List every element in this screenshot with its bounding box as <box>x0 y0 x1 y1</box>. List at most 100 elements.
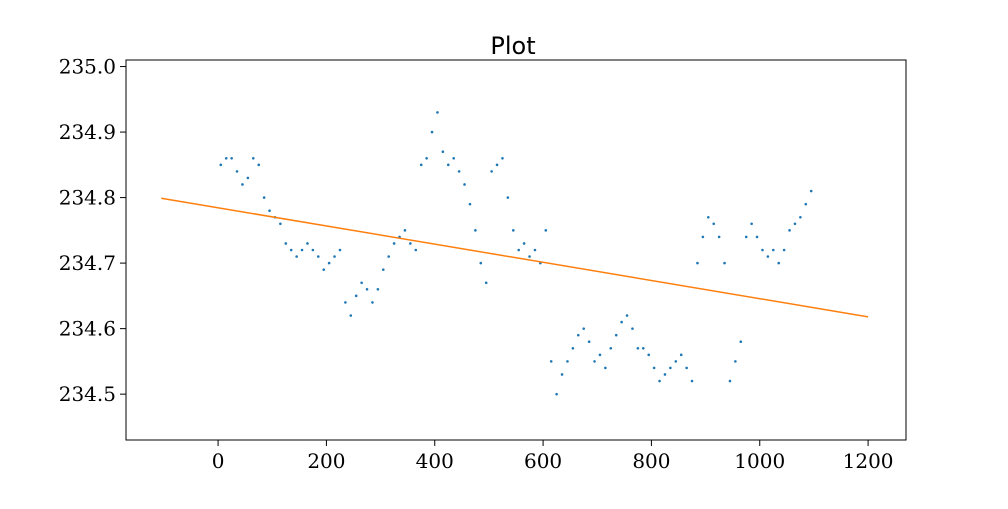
scatter-point <box>723 261 726 265</box>
y-tick-label: 234.5 <box>59 382 116 406</box>
scatter-point <box>360 281 363 285</box>
scatter-point <box>446 163 450 167</box>
x-tick-label: 600 <box>524 449 562 473</box>
scatter-point <box>376 288 380 291</box>
scatter-point <box>371 301 374 304</box>
scatter-point <box>739 340 743 344</box>
scatter-point <box>647 353 651 357</box>
scatter-point <box>425 156 428 160</box>
scatter-point <box>344 301 347 304</box>
y-tick-label: 235.0 <box>59 55 116 79</box>
x-tick-label: 200 <box>307 449 345 473</box>
scatter-point <box>766 255 770 258</box>
plot-frame <box>125 59 907 441</box>
scatter-point <box>257 163 261 167</box>
scatter-point <box>289 248 293 252</box>
scatter-point <box>549 360 553 363</box>
scatter-point <box>235 170 239 173</box>
scatter-point <box>771 248 775 252</box>
scatter-point <box>679 353 683 357</box>
scatter-point <box>430 130 434 134</box>
scatter-point <box>761 248 764 252</box>
scatter-point <box>463 183 466 186</box>
scatter-point <box>609 346 613 350</box>
scatter-point <box>300 248 304 252</box>
scatter-point <box>224 156 228 160</box>
scatter-point <box>333 255 336 258</box>
scatter-point <box>381 268 385 271</box>
scatter-point <box>279 222 282 226</box>
scatter-point <box>490 170 493 173</box>
scatter-point <box>365 288 369 291</box>
scatter-point <box>284 242 288 245</box>
x-tick-label: 1200 <box>843 449 894 473</box>
scatter-point <box>717 235 721 239</box>
y-tick-label: 234.7 <box>59 251 116 275</box>
scatter-point <box>403 229 407 232</box>
scatter-point <box>712 222 716 226</box>
scatter-point <box>474 229 477 232</box>
scatter-point <box>809 189 813 193</box>
trend-line-series <box>161 197 869 318</box>
scatter-point <box>338 248 342 252</box>
scatter-point <box>392 242 396 245</box>
scatter-point <box>652 366 656 370</box>
scatter-point <box>354 294 358 298</box>
scatter-point <box>306 242 309 245</box>
scatter-point <box>419 163 423 167</box>
y-tick-label: 234.8 <box>59 186 116 210</box>
scatter-point <box>782 248 786 252</box>
scatter-point <box>582 327 586 330</box>
scatter-point <box>468 202 472 206</box>
scatter-series <box>219 111 813 396</box>
scatter-point <box>295 255 298 258</box>
scatter-point <box>641 346 645 350</box>
scatter-point <box>555 392 558 396</box>
scatter-point <box>522 242 526 245</box>
x-tick-label: 0 <box>212 449 225 473</box>
scatter-point <box>262 196 266 199</box>
scatter-point <box>587 340 591 344</box>
scatter-point <box>793 222 797 226</box>
scatter-point <box>506 196 510 199</box>
scatter-point <box>685 366 688 370</box>
x-tick-label: 800 <box>632 449 670 473</box>
scatter-point <box>750 222 753 226</box>
scatter-point <box>777 261 781 265</box>
scatter-point <box>268 209 271 212</box>
chart-title: Plot <box>490 32 535 60</box>
scatter-point <box>744 235 748 239</box>
scatter-point <box>620 320 623 324</box>
scatter-point <box>409 242 412 245</box>
scatter-point <box>311 248 315 252</box>
scatter-point <box>669 366 672 370</box>
y-axis: 234.5 234.6 234.7 234.8 234.9 235.0 <box>59 55 126 406</box>
scatter-point <box>533 248 537 252</box>
scatter-point <box>614 333 618 337</box>
scatter-point <box>230 156 233 160</box>
scatter-point <box>788 229 791 232</box>
scatter-point <box>560 373 564 376</box>
scatter-point <box>663 373 667 376</box>
x-axis: 0 200 400 600 800 1000 1200 <box>212 440 894 473</box>
scatter-point <box>495 163 499 167</box>
scatter-point <box>479 261 483 265</box>
scatter-point <box>501 156 504 160</box>
scatter-point <box>571 346 575 350</box>
scatter-point <box>327 261 331 265</box>
scatter-point <box>414 248 418 252</box>
scatter-point <box>246 176 250 180</box>
scatter-point <box>755 235 759 239</box>
scatter-point <box>625 314 629 317</box>
x-tick-label: 400 <box>416 449 454 473</box>
scatter-point <box>322 268 326 271</box>
scatter-point <box>706 215 710 219</box>
y-tick-label: 234.6 <box>59 317 116 341</box>
scatter-point <box>598 353 602 357</box>
scatter-point <box>219 163 223 167</box>
scatter-point <box>566 360 569 363</box>
scatter-point <box>517 248 521 252</box>
scatter-point <box>457 170 461 173</box>
